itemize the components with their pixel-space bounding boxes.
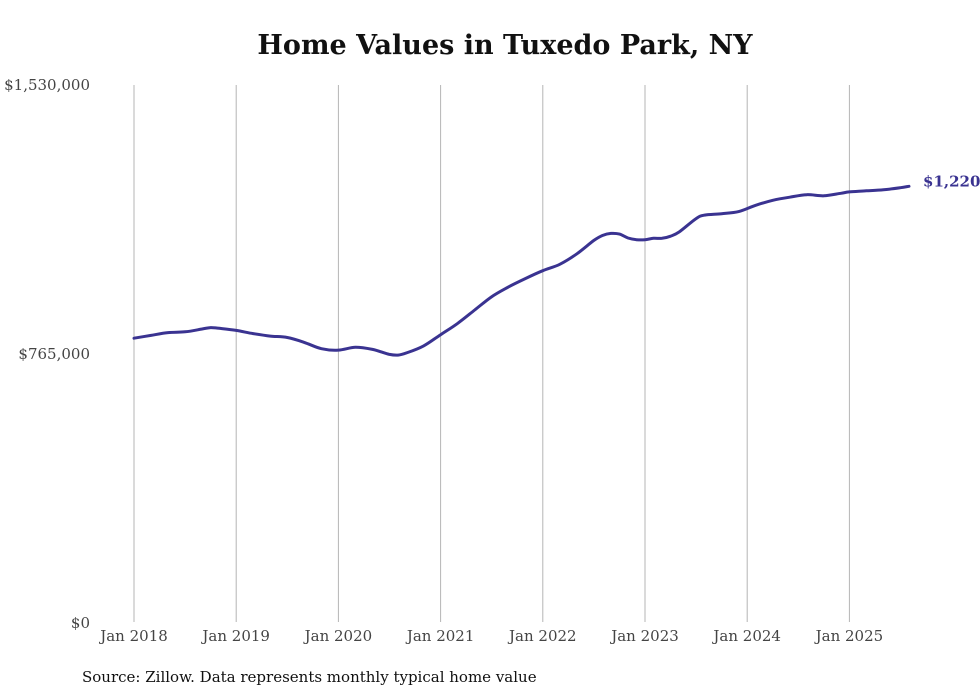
- chart-title: Home Values in Tuxedo Park, NY: [257, 30, 753, 61]
- series-layer: [132, 184, 911, 357]
- y-tick-label: $765,000: [18, 345, 90, 363]
- x-tick-label: Jan 2018: [98, 627, 168, 645]
- x-tick-label: Jan 2021: [405, 627, 475, 645]
- source-note: Source: Zillow. Data represents monthly …: [82, 668, 537, 686]
- y-axis-tick-labels: $0 $765,000 $1,530,000: [4, 76, 90, 632]
- end-value-label: $1,220,646: [923, 172, 980, 190]
- y-tick-label: $0: [71, 614, 90, 632]
- home-value-line: [132, 184, 911, 357]
- x-axis-tick-labels: Jan 2018 Jan 2019 Jan 2020 Jan 2021 Jan 2022…: [98, 627, 883, 645]
- x-tick-label: Jan 2020: [303, 627, 373, 645]
- x-tick-label: Jan 2023: [609, 627, 679, 645]
- end-label-layer: $1,220,646: [923, 172, 980, 190]
- y-tick-label: $1,530,000: [4, 76, 90, 94]
- x-tick-label: Jan 2019: [200, 627, 270, 645]
- grid-lines: [133, 85, 850, 622]
- x-tick-label: Jan 2022: [507, 627, 577, 645]
- x-tick-label: Jan 2024: [711, 627, 781, 645]
- x-tick-label: Jan 2025: [814, 627, 884, 645]
